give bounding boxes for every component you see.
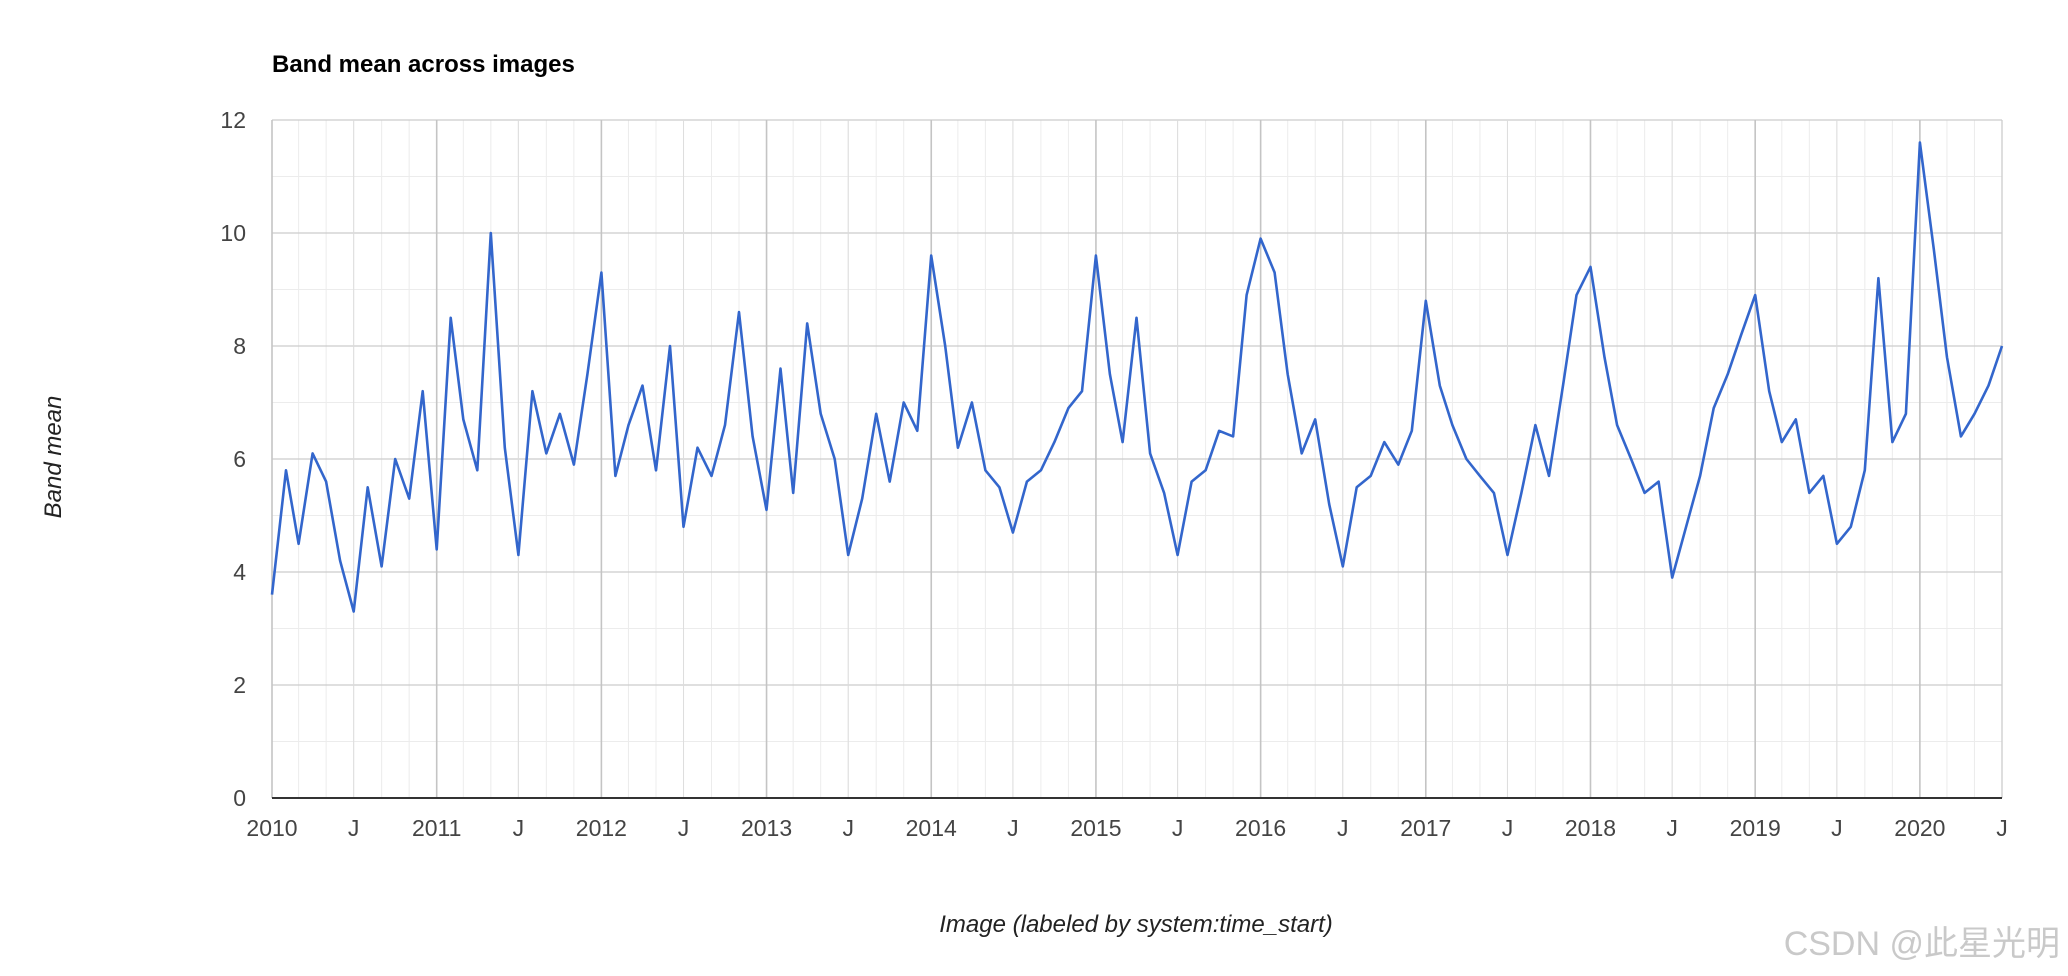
- x-tick-label: 2013: [741, 815, 792, 841]
- y-tick-label: 6: [233, 446, 246, 472]
- x-axis-title: Image (labeled by system:time_start): [939, 911, 1332, 938]
- x-tick-label: J: [1502, 815, 1514, 841]
- y-tick-label: 0: [233, 785, 246, 811]
- major-gridlines: [271, 119, 2003, 799]
- x-tick-label: 2014: [906, 815, 957, 841]
- x-tick-label: 2017: [1400, 815, 1451, 841]
- x-tick-label: J: [513, 815, 525, 841]
- x-tick-label: J: [1996, 815, 2008, 841]
- x-tick-label: 2010: [246, 815, 297, 841]
- x-tick-label: J: [348, 815, 360, 841]
- y-axis-title: Band mean: [40, 396, 67, 519]
- x-tick-label: 2015: [1070, 815, 1121, 841]
- x-tick-label: 2011: [412, 815, 461, 841]
- y-tick-label: 10: [220, 220, 246, 246]
- x-tick-label: 2019: [1730, 815, 1781, 841]
- x-tick-label: 2016: [1235, 815, 1286, 841]
- y-tick-label: 8: [233, 333, 246, 359]
- x-tick-label: J: [842, 815, 854, 841]
- x-tick-label: J: [1172, 815, 1184, 841]
- x-axis-ticks: 2010 J 2011 J 2012 J 2013 J 2014 J 2015 J 2016 J 2017 J…: [246, 815, 2007, 841]
- x-tick-label: 2018: [1565, 815, 1616, 841]
- x-tick-label: 2012: [576, 815, 627, 841]
- watermark: CSDN @此星光明: [1784, 925, 2060, 963]
- y-tick-label: 12: [220, 107, 246, 133]
- chart-title: Band mean across images: [272, 51, 575, 78]
- y-axis-ticks: 0 2 4 6 8 10 12: [220, 107, 246, 811]
- x-tick-label: J: [1337, 815, 1349, 841]
- series-line: [270, 141, 2004, 613]
- x-tick-label: 2020: [1894, 815, 1945, 841]
- x-tick-label: J: [678, 815, 690, 841]
- y-tick-label: 2: [233, 672, 246, 698]
- x-tick-label: J: [1007, 815, 1019, 841]
- x-tick-label: J: [1831, 815, 1843, 841]
- y-tick-label: 4: [233, 559, 246, 585]
- x-tick-label: J: [1666, 815, 1678, 841]
